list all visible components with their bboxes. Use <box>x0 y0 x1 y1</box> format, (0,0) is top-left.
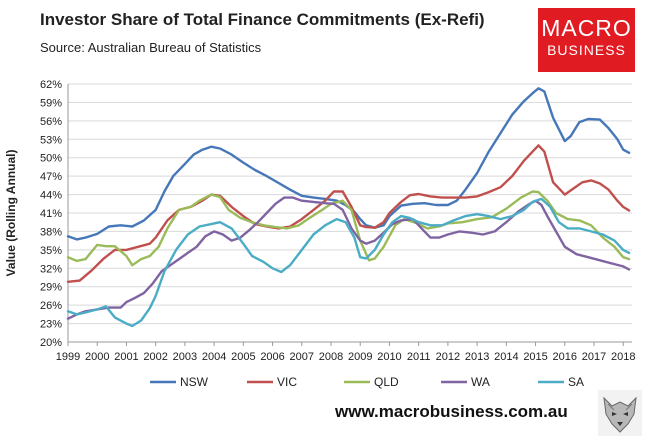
x-tick-label: 2007 <box>290 351 314 363</box>
x-tick-label: 2003 <box>173 351 197 363</box>
line-chart: 20% 23% 26% 29% 32% 35% 38% 41% 44% 47% 50% 53% 56% 5… <box>4 79 635 389</box>
x-tick-label: 2006 <box>260 351 284 363</box>
series-lines <box>66 87 631 328</box>
chart-title: Investor Share of Total Finance Commitme… <box>40 10 485 29</box>
x-tick-label: 2000 <box>85 351 109 363</box>
legend: NSW VIC QLD WA SA <box>150 375 584 389</box>
y-tick-label: 23% <box>40 319 62 331</box>
x-tick-label: 2004 <box>202 351 226 363</box>
y-tick-label: 26% <box>40 300 62 312</box>
axes: 20% 23% 26% 29% 32% 35% 38% 41% 44% 47% 50% 53% 56% 5… <box>4 79 635 363</box>
x-tick-label: 2005 <box>231 351 255 363</box>
y-tick-label: 35% <box>40 245 62 257</box>
x-tick-label: 2002 <box>143 351 167 363</box>
legend-label-vic: VIC <box>277 375 297 389</box>
y-tick-label: 59% <box>40 97 62 109</box>
wolf-mascot-icon <box>598 390 642 436</box>
series-line-qld <box>66 190 631 267</box>
y-tick-label: 53% <box>40 134 62 146</box>
legend-label-wa: WA <box>471 375 490 389</box>
series-line-nsw <box>66 87 631 241</box>
website-url: www.macrobusiness.com.au <box>335 402 568 421</box>
y-tick-label: 44% <box>40 190 62 202</box>
legend-label-sa: SA <box>568 375 584 389</box>
y-tick-label: 50% <box>40 153 62 165</box>
x-tick-label: 2018 <box>611 351 635 363</box>
series-line-sa <box>66 197 631 328</box>
y-tick-label: 32% <box>40 263 62 275</box>
y-tick-label: 47% <box>40 171 62 183</box>
x-tick-label: 1999 <box>56 351 80 363</box>
y-tick-label: 62% <box>40 79 62 91</box>
y-tick-label: 29% <box>40 282 62 294</box>
logo-line-1: MACRO <box>541 15 632 41</box>
x-tick-label: 2010 <box>377 351 401 363</box>
legend-label-qld: QLD <box>374 375 399 389</box>
logo-line-2: BUSINESS <box>547 42 626 58</box>
series-line-vic <box>66 144 631 283</box>
y-axis-title: Value (Rolling Annual) <box>4 150 18 277</box>
y-tick-label: 56% <box>40 116 62 128</box>
x-tick-label: 2001 <box>114 351 138 363</box>
x-tick-label: 2015 <box>523 351 547 363</box>
y-tick-label: 20% <box>40 337 62 349</box>
x-tick-label: 2011 <box>407 351 431 363</box>
macrobusiness-logo: MACRO BUSINESS <box>538 8 635 72</box>
x-tick-label: 2008 <box>319 351 343 363</box>
x-tick-label: 2012 <box>436 351 460 363</box>
x-tick-label: 2013 <box>465 351 489 363</box>
chart-subtitle: Source: Australian Bureau of Statistics <box>40 40 262 55</box>
y-tick-label: 38% <box>40 226 62 238</box>
legend-label-nsw: NSW <box>180 375 209 389</box>
x-tick-label: 2009 <box>348 351 372 363</box>
x-tick-label: 2014 <box>494 351 518 363</box>
x-tick-label: 2016 <box>553 351 577 363</box>
y-tick-label: 41% <box>40 208 62 220</box>
x-tick-label: 2017 <box>582 351 606 363</box>
